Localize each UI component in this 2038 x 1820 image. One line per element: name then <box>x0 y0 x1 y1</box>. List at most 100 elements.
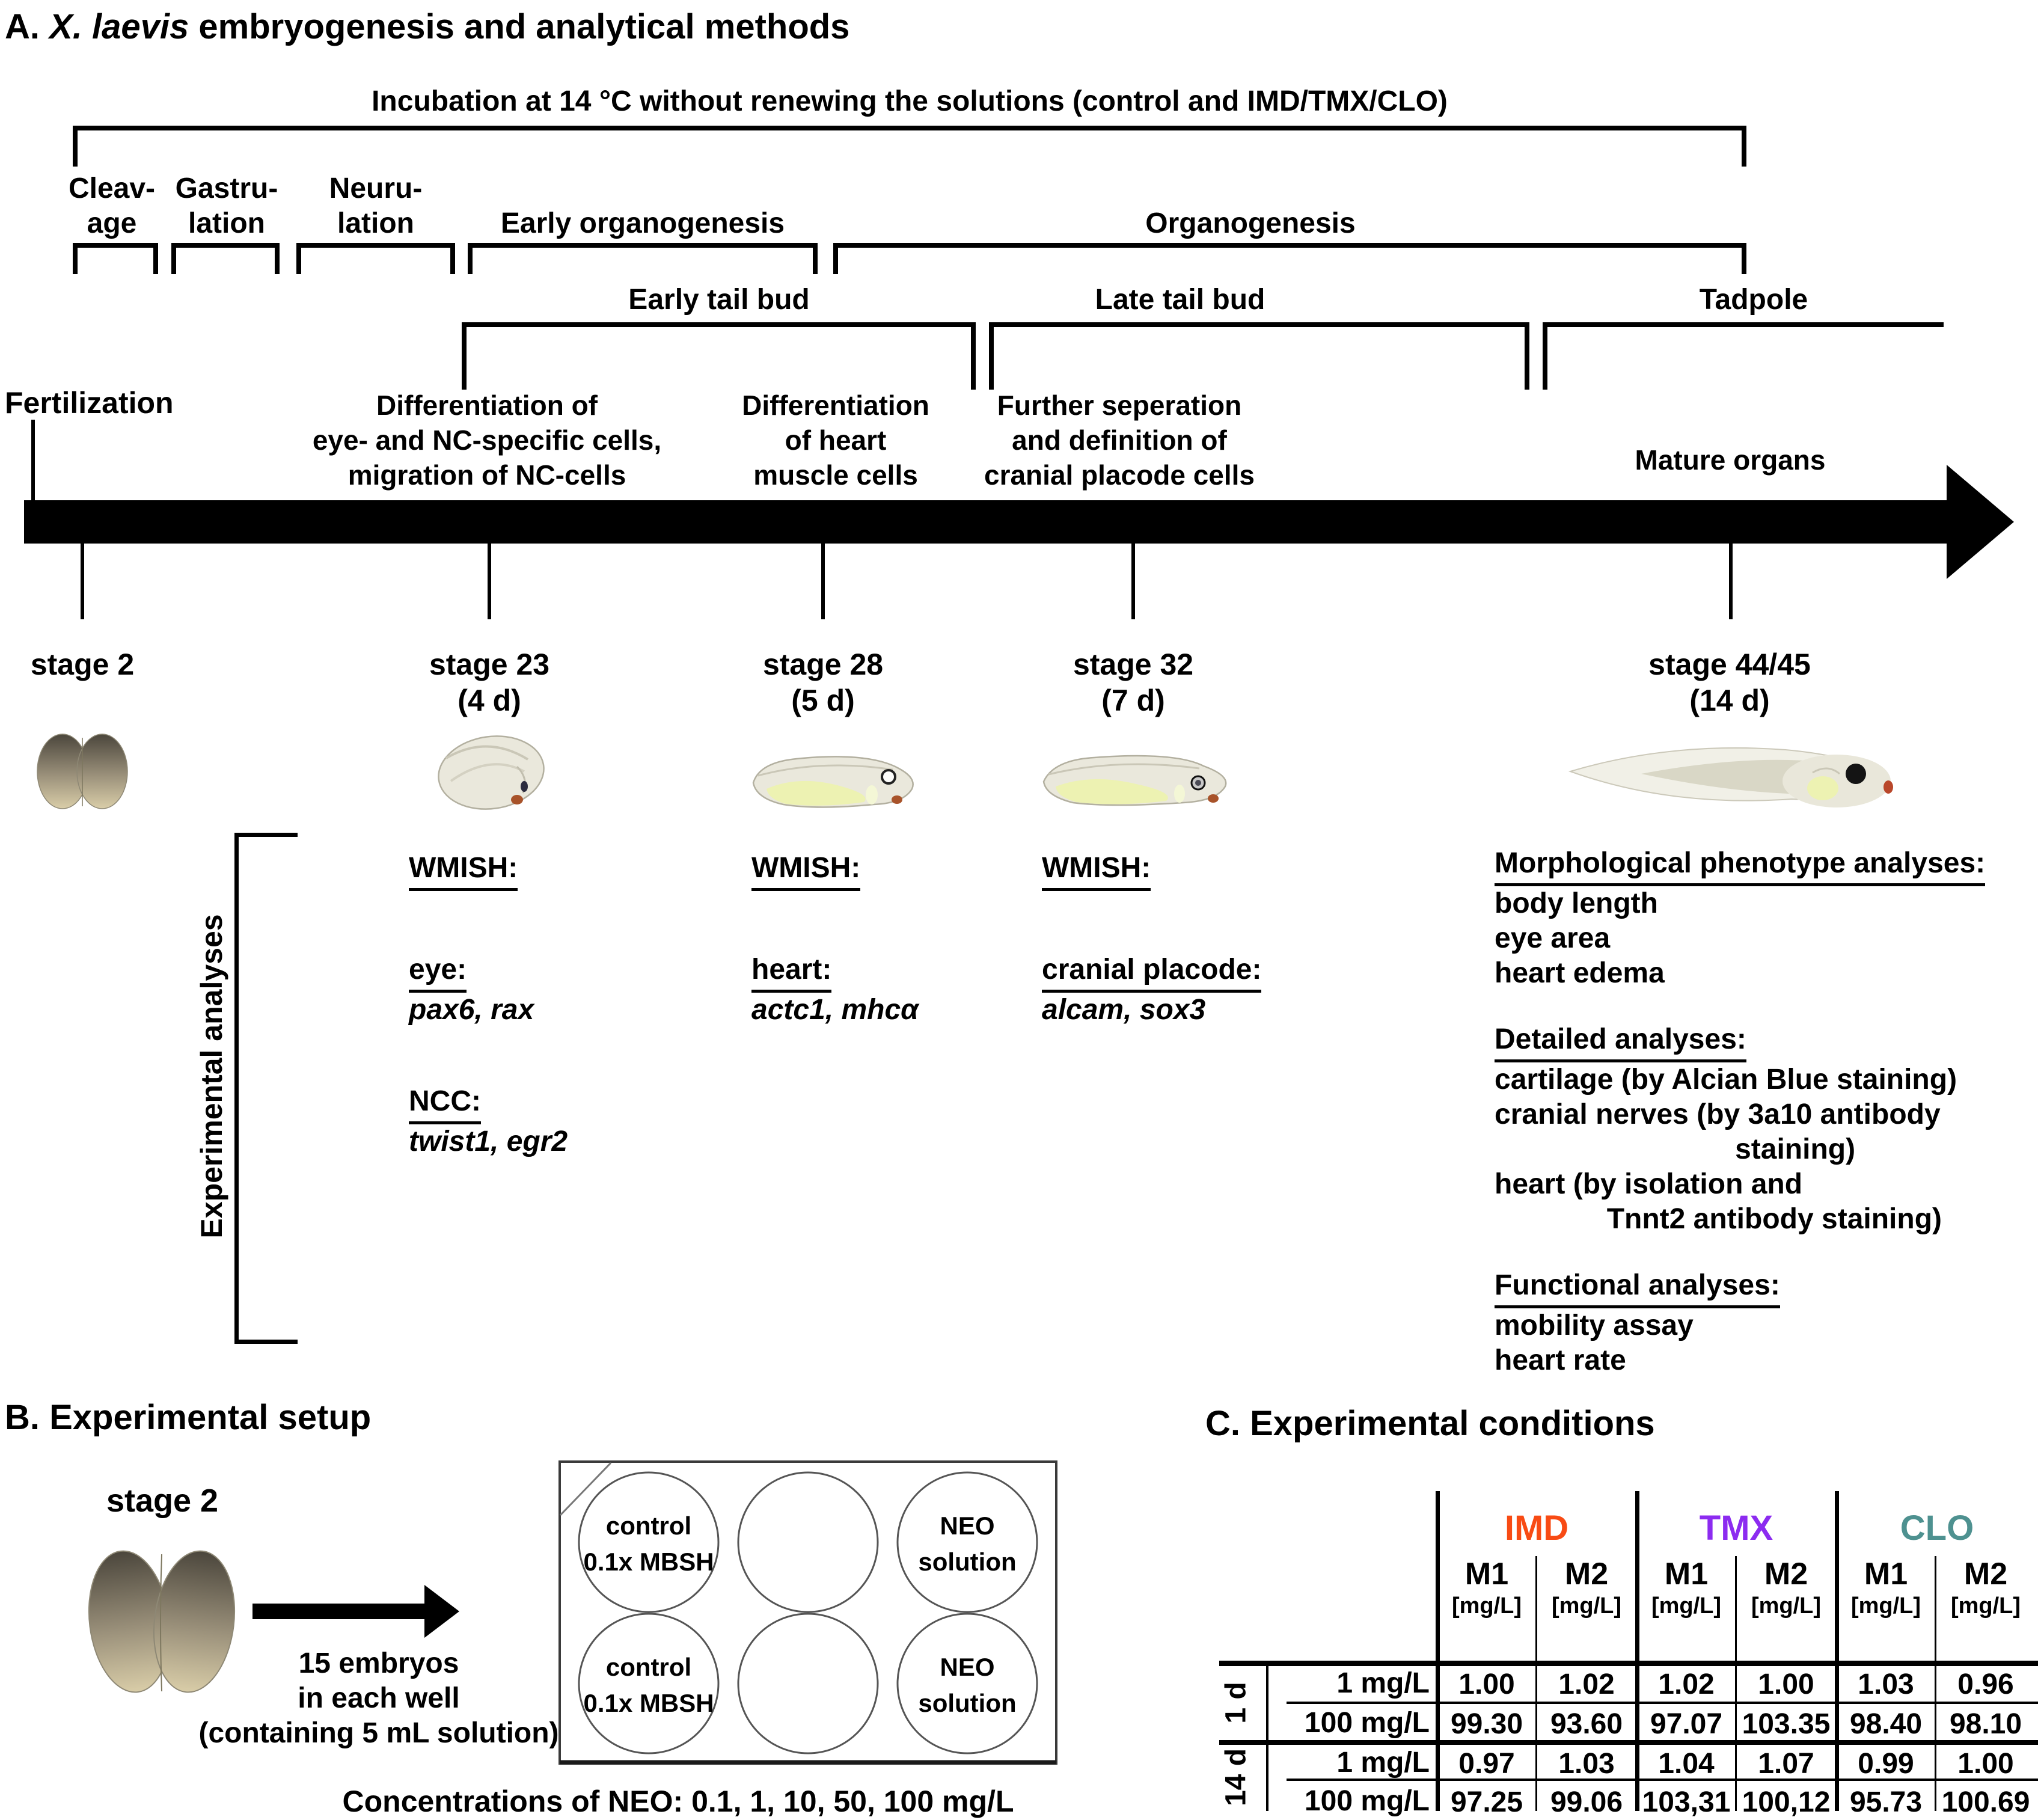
wmish-column-stage32: WMISH: cranial placode: alcam, sox3 <box>1042 851 1262 1028</box>
stage-tick-2 <box>81 544 84 619</box>
cell-14d-100-tmx-m1: 103,31 <box>1642 1786 1731 1818</box>
well-label-control-top: control 0.1x MBSH <box>583 1508 714 1580</box>
unit-clo-m1: [mg/L] <box>1850 1593 1921 1619</box>
detailed-analyses-lines: cartilage (by Alcian Blue staining) cran… <box>1495 1064 1957 1235</box>
subheader-clo-m1: M1 <box>1864 1557 1908 1592</box>
bracket-early-organogenesis-tick-l <box>468 243 473 274</box>
analyses-bracket-line <box>234 833 239 1344</box>
incubation-bracket-tick-right <box>1742 126 1746 167</box>
compound-header-clo: CLO <box>1900 1509 1974 1548</box>
stage-32-name: stage 32 <box>1073 648 1194 681</box>
bracket-organogenesis-tick-l <box>833 243 838 274</box>
wmish-ncc-label: NCC: <box>409 1084 481 1124</box>
unit-imd-m1: [mg/L] <box>1451 1593 1522 1619</box>
phase-cleavage-line2: age <box>87 207 137 239</box>
functional-analyses-lines: mobility assay heart rate <box>1495 1310 1694 1376</box>
subheader-tmx-m2: M2 <box>1764 1557 1808 1592</box>
morph-analyses-lines: body length eye area heart edema <box>1495 887 1665 989</box>
bracket-cleavage <box>73 243 158 248</box>
bracket-early-tail-bud-tick-r <box>971 322 976 390</box>
unit-clo-m2: [mg/L] <box>1950 1593 2021 1619</box>
phase-gastrulation-line1: Gastru- <box>175 173 278 204</box>
phase-label-cleavage: Cleav- age <box>69 171 155 241</box>
wmish-placode-genes: alcam, sox3 <box>1042 994 1206 1026</box>
well-plate-illustration <box>558 1460 1057 1765</box>
table-vline-tmx-m1-m2 <box>1735 1556 1737 1811</box>
row-label-14d-1mgl: 1 mg/L <box>1336 1747 1430 1779</box>
cell-14d-1-tmx-m2: 1.07 <box>1758 1748 1814 1780</box>
wmish-header-2: WMISH: <box>751 851 861 891</box>
panel-b-arrowhead-icon <box>424 1585 459 1638</box>
panel-b-arrow-bar <box>252 1604 426 1619</box>
stage-44-45-days: (14 d) <box>1689 684 1770 717</box>
cell-14d-1-tmx-m1: 1.04 <box>1658 1748 1715 1780</box>
cell-1d-1-tmx-m2: 1.00 <box>1758 1668 1814 1700</box>
incubation-label: Incubation at 14 °C without renewing the… <box>372 85 1448 117</box>
bracket-tadpole-tick-l <box>1543 322 1547 390</box>
table-vline-imd-left <box>1436 1491 1440 1811</box>
wmish-heart-label: heart: <box>751 952 832 993</box>
wmish-ncc-genes: twist1, egr2 <box>409 1126 568 1157</box>
cell-1d-100-tmx-m1: 97.07 <box>1650 1708 1723 1740</box>
stage-44-45-name: stage 44/45 <box>1648 648 1811 681</box>
analyses-column-stage44-45: Morphological phenotype analyses: body l… <box>1495 846 2038 1378</box>
bracket-cleavage-tick-r <box>153 243 158 274</box>
table-vline-rowlabels <box>1266 1663 1268 1811</box>
embryo-stage-32-illustration <box>1042 755 1227 806</box>
cell-1d-1-clo-m1: 1.03 <box>1858 1668 1914 1700</box>
well-control-top-line1: control <box>605 1512 692 1540</box>
cell-1d-1-clo-m2: 0.96 <box>1957 1668 2014 1700</box>
cell-14d-100-clo-m2: 100.69 <box>1941 1786 2030 1818</box>
cell-14d-100-imd-m1: 97.25 <box>1450 1786 1523 1818</box>
row-label-1d-100mgl: 100 mg/L <box>1304 1707 1430 1739</box>
bracket-neurulation-tick-r <box>450 243 455 274</box>
phase-neurulation-line1: Neuru- <box>329 173 423 204</box>
bracket-early-tail-bud-tick-l <box>462 322 467 390</box>
well-control-bottom-line1: control <box>605 1653 692 1681</box>
stage-tick-32 <box>1131 544 1135 619</box>
cell-1d-100-tmx-m2: 103.35 <box>1742 1708 1831 1740</box>
wmish-header-1: WMISH: <box>409 851 518 891</box>
bracket-organogenesis <box>833 243 1746 248</box>
table-vline-clo-m1-m2 <box>1935 1556 1936 1811</box>
panel-b-caption: Concentrations of NEO: 0.1, 1, 10, 50, 1… <box>342 1785 1014 1818</box>
subphase-early-tail-bud: Early tail bud <box>628 284 810 316</box>
well-neo-bottom-line2: solution <box>918 1689 1017 1717</box>
milestone-heart: Differentiation of heart muscle cells <box>742 390 929 491</box>
subheader-imd-m1: M1 <box>1464 1557 1509 1592</box>
wmish-eye-label: eye: <box>409 952 467 993</box>
row-label-1d-1mgl: 1 mg/L <box>1336 1667 1430 1699</box>
well-neo-top-line2: solution <box>918 1548 1017 1576</box>
wmish-column-stage28: WMISH: heart: actc1, mhcα <box>751 851 919 1028</box>
milestone-mature-organs: Mature organs <box>1635 444 1826 476</box>
bracket-gastrulation-tick-r <box>275 243 280 274</box>
analyses-bracket-arm-bottom <box>234 1340 298 1344</box>
milestone-eye-ncc: Differentiation of eye- and NC-specific … <box>312 390 662 491</box>
well-label-neo-top: NEO solution <box>918 1508 1016 1580</box>
embryo-stage-2-illustration <box>37 734 128 809</box>
stage-23-days: (4 d) <box>457 684 521 717</box>
morph-analyses-header: Morphological phenotype analyses: <box>1495 846 1986 886</box>
panel-b-stage-label: stage 2 <box>106 1483 219 1519</box>
bracket-late-tail-bud-tick-r <box>1525 322 1529 390</box>
cell-14d-1-clo-m2: 1.00 <box>1957 1748 2014 1780</box>
fertilization-tick <box>31 420 35 500</box>
stage-tick-23 <box>488 544 491 619</box>
milestone-fertilization: Fertilization <box>5 386 174 420</box>
embryo-stage-23-illustration <box>438 735 545 810</box>
stage-32-days: (7 d) <box>1101 684 1165 717</box>
well-neo-top-line1: NEO <box>940 1512 995 1540</box>
rowgroup-label-14d: 14 d <box>1220 1748 1252 1807</box>
table-vline-imd-tmx <box>1635 1491 1639 1811</box>
phase-label-gastrulation: Gastru- lation <box>176 171 278 241</box>
table-hline-header <box>1219 1661 2038 1666</box>
phase-label-early-organogenesis: Early organogenesis <box>500 207 785 239</box>
stage-28-name: stage 28 <box>762 648 884 681</box>
bracket-late-tail-bud-tick-l <box>989 322 994 390</box>
cell-1d-1-imd-m2: 1.02 <box>1558 1668 1615 1700</box>
cell-14d-1-imd-m2: 1.03 <box>1558 1748 1615 1780</box>
subheader-clo-m2: M2 <box>1963 1557 2008 1592</box>
cell-1d-1-tmx-m1: 1.02 <box>1658 1668 1715 1700</box>
unit-tmx-m1: [mg/L] <box>1651 1593 1722 1619</box>
